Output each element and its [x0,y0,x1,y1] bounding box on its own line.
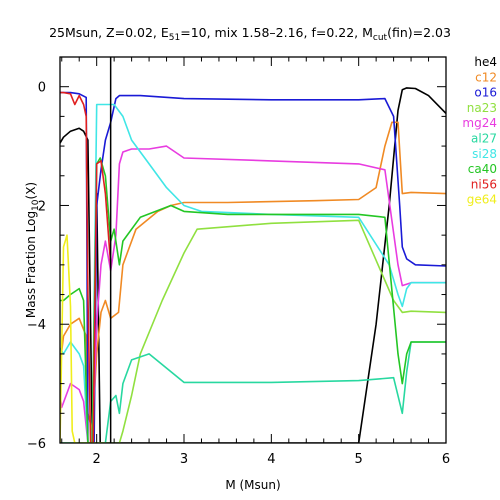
x-tick-label: 3 [180,452,188,467]
series-line-ni56 [60,91,112,443]
plot-frame [59,56,447,444]
y-axis-label: Mass Fraction Log10(X) [24,182,41,318]
series-line-he4 [60,87,446,443]
x-tick-label: 5 [355,452,363,467]
legend-entry-o16: o16 [474,86,497,100]
series-line-mg24 [60,145,446,443]
legend-entry-si28: si28 [472,147,497,161]
y-tick-label: −4 [27,318,46,333]
y-tick-label: 0 [38,81,46,96]
series-line-o16 [60,91,446,443]
series-line-c12 [60,121,446,432]
series-line-na23 [60,219,446,443]
legend-entry-c12: c12 [475,70,497,84]
series-line-si28 [60,103,446,443]
legend-entry-he4: he4 [474,55,497,69]
legend-entry-ca40: ca40 [468,162,497,176]
series-line-ge64 [60,234,106,443]
legend-entry-ge64: ge64 [467,193,497,207]
series-line-al27 [60,341,446,443]
y-tick-label: −6 [27,437,46,452]
x-tick-label: 6 [442,452,450,467]
x-tick-label: 2 [93,452,101,467]
legend-entry-na23: na23 [467,101,497,115]
legend-entry-al27: al27 [471,132,497,146]
series-line-ca40 [60,157,446,443]
series-layer [60,87,446,443]
chart-title: 25Msun, Z=0.02, E51=10, mix 1.58–2.16, f… [49,25,451,43]
y-tick-label: 2 [38,199,46,214]
tick-layer: 2 3 4 5 6 0 2 −4 −6 [27,56,450,467]
x-axis-label: M (Msun) [225,478,280,492]
x-tick-label: 4 [267,452,275,467]
legend-entry-mg24: mg24 [462,116,497,130]
legend-entry-ni56: ni56 [471,177,497,191]
